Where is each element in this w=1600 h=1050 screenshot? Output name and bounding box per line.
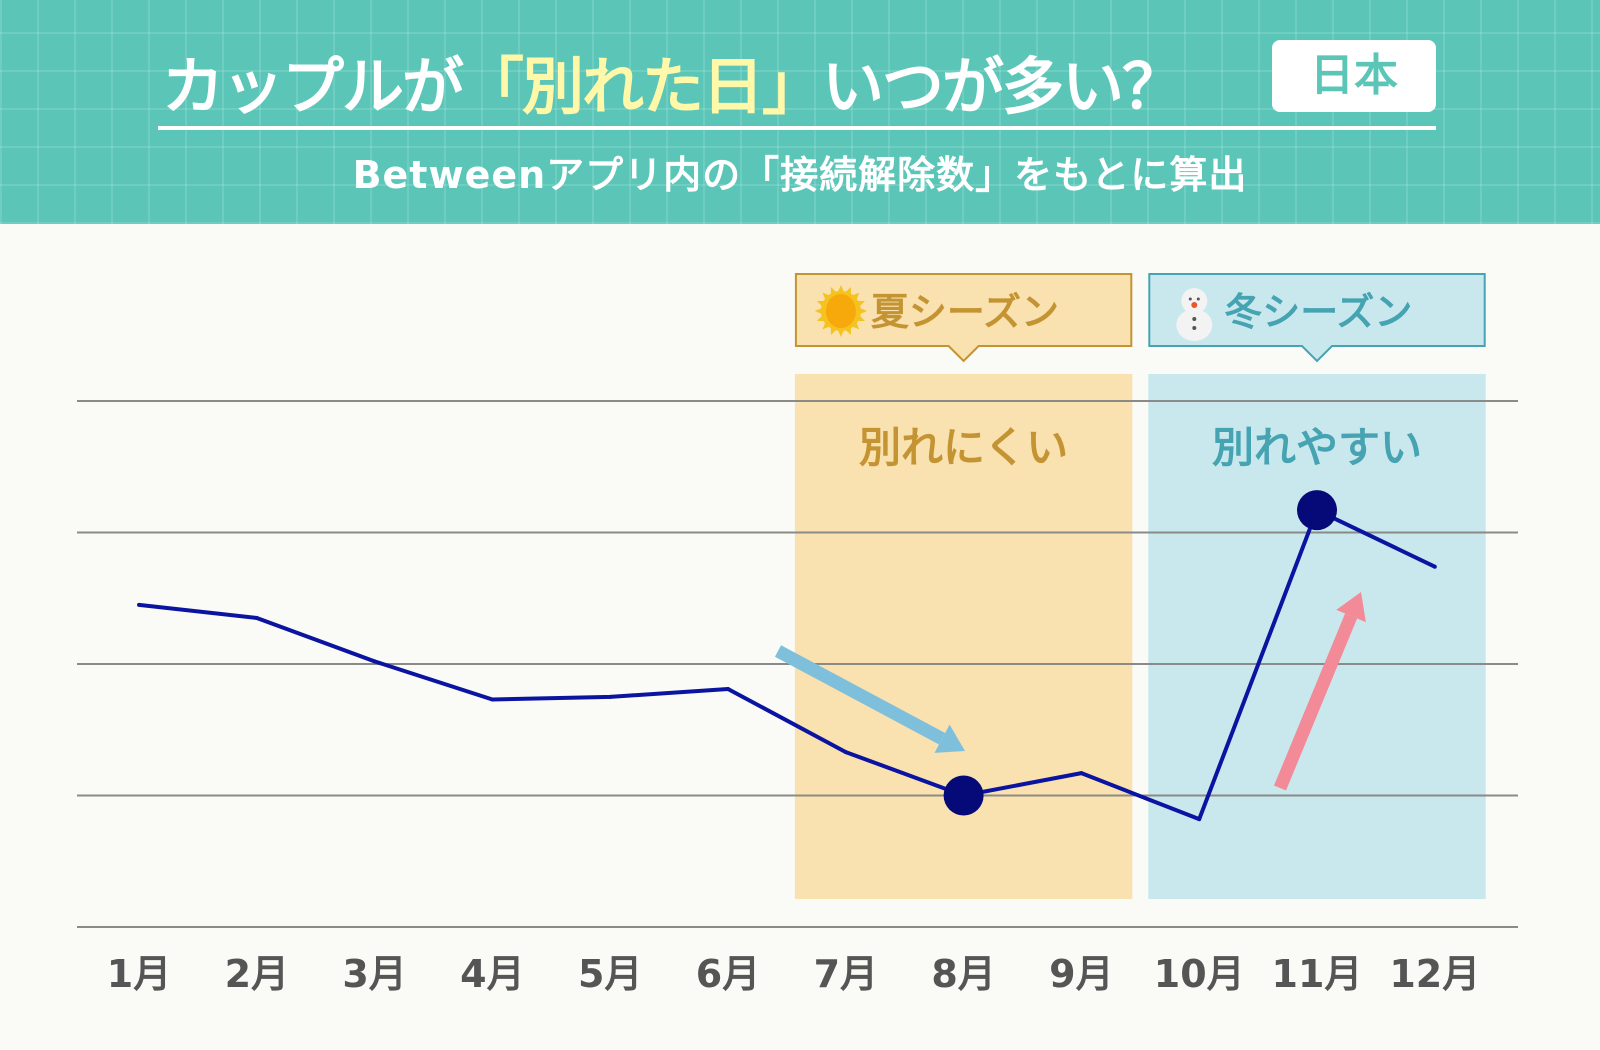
x-tick-label: 2月 [225, 952, 289, 996]
data-point [1079, 771, 1084, 776]
x-tick-label: 9月 [1049, 952, 1113, 996]
x-tick-label: 4月 [460, 952, 524, 996]
season-callout [1148, 273, 1486, 363]
x-tick-label: 6月 [696, 952, 760, 996]
data-point [137, 602, 141, 607]
data-line [138, 508, 1436, 822]
down-arrow [774, 645, 946, 745]
data-point [608, 694, 613, 699]
sun-ray [822, 292, 831, 302]
band-text: 別れにくい [859, 423, 1068, 472]
up-arrow [1273, 613, 1358, 791]
sun-icon [814, 285, 867, 337]
country-badge: 日本 [1272, 40, 1436, 112]
x-tick-label: 5月 [578, 952, 642, 996]
x-tick-label: 7月 [814, 952, 878, 996]
snowman-nose [1191, 302, 1198, 308]
sun-ray [822, 320, 831, 330]
data-point [490, 697, 495, 702]
data-point [1197, 817, 1202, 822]
season-callout [794, 273, 1133, 363]
x-tick-label: 8月 [931, 952, 995, 996]
header: カップルが「別れた日」いつが多い？ 日本 Betweenアプリ内の「接続解除数」… [0, 0, 1600, 224]
x-tick-label: 12月 [1389, 952, 1480, 996]
snowman-body [1176, 309, 1213, 341]
page-title: カップルが「別れた日」いつが多い？ [162, 36, 1184, 126]
x-tick-label: 10月 [1154, 952, 1245, 996]
x-tick-label: 3月 [342, 952, 406, 996]
snowman-button [1192, 326, 1197, 330]
season-band [1148, 374, 1486, 899]
data-point [254, 615, 259, 620]
title-divider [158, 126, 1436, 130]
season-label: 夏シーズン [871, 290, 1059, 334]
data-point [726, 686, 730, 691]
data-point [843, 750, 848, 755]
band-text: 別れやすい [1212, 423, 1422, 472]
snowman-head [1181, 288, 1208, 314]
x-tick-label: 1月 [107, 952, 171, 996]
highlight-point [943, 775, 984, 816]
data-point [372, 659, 377, 664]
snowman-icon [1176, 288, 1213, 341]
highlight-point [1297, 490, 1337, 531]
title-part: いつが多い？ [822, 50, 1184, 123]
sun-core [825, 294, 856, 328]
snowman-eye [1196, 297, 1200, 301]
season-label: 冬シーズン [1224, 290, 1412, 334]
data-point [1432, 564, 1437, 569]
sun-ray [850, 292, 860, 302]
down-arrow-head [934, 724, 965, 753]
title-part: カップルが [162, 50, 464, 123]
snowman-eye [1188, 297, 1192, 301]
sun-ray [850, 320, 860, 330]
up-arrow-head [1336, 592, 1366, 623]
x-tick-label: 11月 [1272, 952, 1363, 996]
title-highlight: 「別れた日」 [462, 50, 824, 123]
snowman-button [1192, 317, 1197, 321]
subtitle: Betweenアプリ内の「接続解除数」をもとに算出 [352, 153, 1248, 197]
